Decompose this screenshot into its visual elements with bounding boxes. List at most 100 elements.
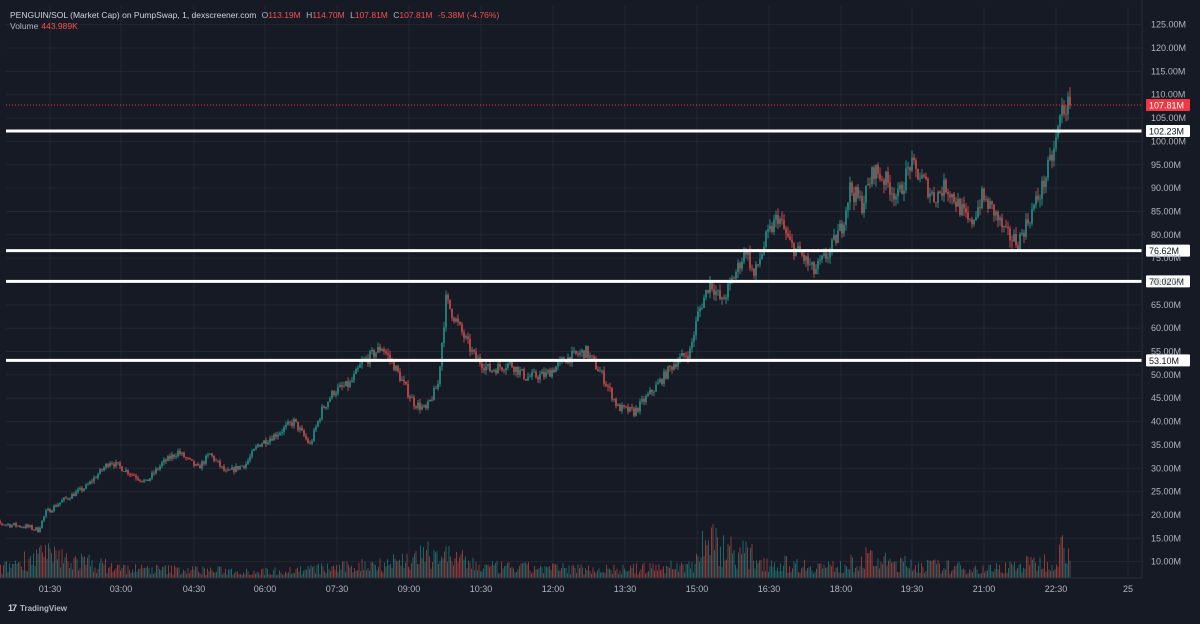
volume-bar [705, 540, 706, 578]
volume-bar [331, 566, 333, 578]
volume-bar [93, 571, 94, 578]
volume-bar [966, 574, 967, 578]
volume-bar [906, 566, 907, 578]
volume-bar [900, 557, 901, 578]
volume-bar [174, 565, 175, 578]
candle-body [199, 465, 201, 469]
candle-body [131, 474, 133, 476]
candle-body [633, 408, 635, 416]
volume-bar [547, 567, 549, 578]
candle-body [613, 399, 615, 400]
open-label: O [261, 10, 269, 20]
volume-bar [1047, 561, 1048, 578]
volume-bar [1030, 556, 1032, 578]
volume-bar [417, 563, 418, 578]
candle-body [301, 427, 303, 431]
volume-bar [532, 571, 534, 578]
volume-bar [81, 553, 82, 578]
volume-bar [940, 573, 942, 578]
candle-body [39, 527, 41, 533]
volume-bar [267, 569, 268, 578]
volume-bar [550, 570, 552, 578]
candle-body [851, 182, 853, 193]
y-tick-label: 15.00M [1151, 533, 1181, 543]
volume-bar [670, 560, 672, 578]
candle-body [941, 192, 943, 197]
candle-body [385, 351, 387, 354]
candle-body [741, 261, 743, 269]
volume-bar [106, 573, 108, 578]
volume-bar [771, 560, 772, 578]
candle-body [1013, 234, 1015, 242]
candle-body [917, 168, 919, 180]
volume-bar [904, 555, 906, 578]
candle-body [261, 443, 263, 447]
volume-bar [36, 549, 37, 578]
volume-bar [487, 564, 489, 578]
candle-body [105, 463, 107, 468]
candle-body [229, 469, 231, 471]
tradingview-footer[interactable]: 17 TradingView [8, 603, 67, 613]
x-tick-label: 16:30 [758, 584, 781, 594]
candle-body [283, 427, 285, 432]
volume-bar [447, 561, 448, 578]
volume-bar [510, 568, 511, 578]
candle-body [813, 262, 815, 274]
volume-bar [1003, 573, 1005, 578]
volume-bar [307, 566, 309, 578]
y-tick-label: 25.00M [1151, 487, 1181, 497]
volume-bar [91, 560, 93, 578]
candle-body [379, 346, 381, 351]
volume-bar [732, 553, 733, 578]
volume-bar [555, 564, 556, 578]
candle-body [53, 505, 55, 512]
volume-bar [690, 568, 691, 578]
volume-bar [981, 573, 982, 578]
candle-body [597, 369, 599, 372]
volume-bar [859, 565, 861, 578]
volume-bar [222, 574, 223, 578]
volume-bar [1011, 563, 1012, 578]
volume-bar [564, 567, 565, 578]
candle-body [397, 365, 399, 372]
candle-body [361, 360, 363, 365]
volume-bar [570, 574, 571, 578]
candle-body [933, 192, 935, 203]
volume-bar [292, 572, 294, 578]
candle-body [141, 480, 143, 482]
volume-bar [183, 569, 184, 578]
candle-body [515, 366, 517, 373]
volume-bar [262, 568, 264, 578]
volume-bar [1035, 562, 1036, 578]
horizontal-levels[interactable]: 107.81M 102.23M 76.62M 70.020M 53.10M [6, 98, 1190, 367]
candle-body [103, 467, 105, 471]
candle-body [67, 498, 69, 500]
candle-body [683, 352, 685, 356]
candle-body [837, 230, 839, 243]
candle-body [341, 384, 343, 387]
y-tick-label: 120.00M [1151, 43, 1186, 53]
volume-bar [1062, 535, 1063, 578]
volume-bar [472, 557, 474, 578]
volume-bar [606, 564, 607, 578]
volume-bar [114, 569, 115, 578]
volume-bar [657, 570, 658, 578]
candle-body [709, 280, 711, 293]
volume-bar [178, 567, 180, 578]
candle-body [925, 176, 927, 179]
volume-bar [412, 557, 414, 578]
candle-body [1047, 159, 1049, 178]
candle-body [1051, 154, 1053, 161]
volume-bar [318, 563, 319, 578]
volume-bar [883, 556, 885, 578]
volume-bar [660, 570, 661, 578]
volume-bar [892, 562, 894, 578]
candle-body [113, 464, 115, 467]
candle-body [795, 248, 797, 256]
volume-bar [651, 568, 652, 578]
volume-bar [79, 568, 81, 578]
candle-body [663, 371, 665, 384]
candle-body [369, 351, 371, 364]
